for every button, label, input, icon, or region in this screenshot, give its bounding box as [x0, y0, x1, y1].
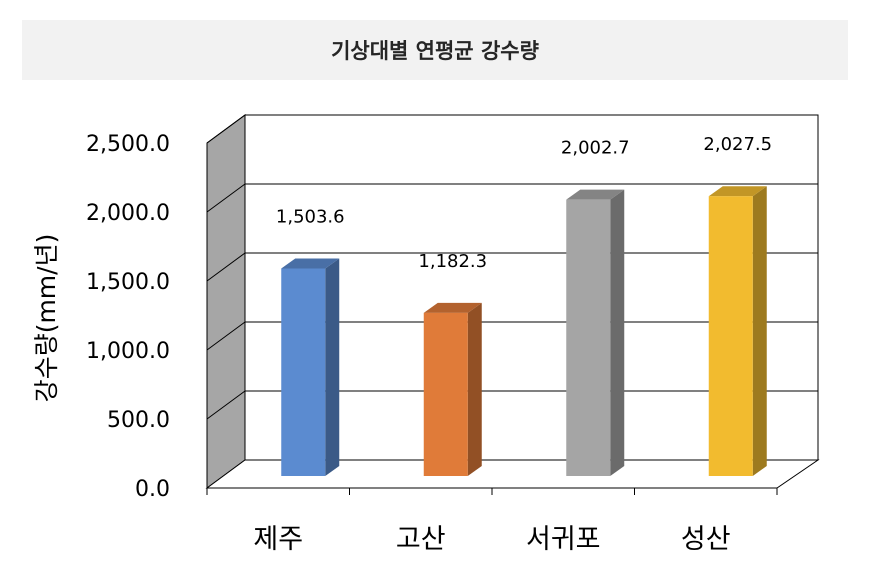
y-tick-label: 0.0 [135, 477, 170, 502]
chart-title-bar: 기상대별 연평균 강수량 [22, 20, 848, 80]
bar [566, 199, 611, 477]
bar-top [281, 258, 340, 269]
y-tick-label: 1,000.0 [86, 339, 170, 364]
bar [281, 268, 326, 476]
gridline-side [206, 390, 246, 420]
gridline-side [206, 183, 246, 213]
bar-side [467, 302, 482, 476]
gridline-side [206, 252, 246, 282]
y-axis-title: 강수량(mm/년) [32, 234, 61, 403]
data-label: 2,027.5 [703, 134, 772, 155]
chart-title: 기상대별 연평균 강수량 [331, 39, 539, 63]
y-tick-label: 1,500.0 [86, 270, 170, 295]
x-category-label: 제주 [253, 524, 303, 555]
bar-side [325, 258, 340, 476]
x-category-label: 고산 [396, 524, 446, 555]
bar [423, 312, 468, 476]
bar [708, 196, 753, 476]
data-label: 1,503.6 [276, 207, 345, 228]
gridline-side [206, 114, 246, 144]
side-wall [206, 114, 246, 489]
bar-top [708, 186, 767, 197]
x-category-label: 성산 [681, 524, 731, 555]
data-label: 1,182.3 [418, 251, 487, 272]
bar-top [423, 302, 482, 313]
y-tick-label: 2,000.0 [86, 201, 170, 226]
data-label: 2,002.7 [561, 138, 630, 159]
bar-top [566, 189, 625, 200]
gridline-side [206, 321, 246, 351]
x-category-label: 서귀포 [526, 524, 601, 555]
bar-side [752, 186, 767, 476]
y-tick-label: 2,500.0 [86, 132, 170, 157]
bar-side [610, 189, 625, 477]
y-tick-label: 500.0 [107, 408, 170, 433]
